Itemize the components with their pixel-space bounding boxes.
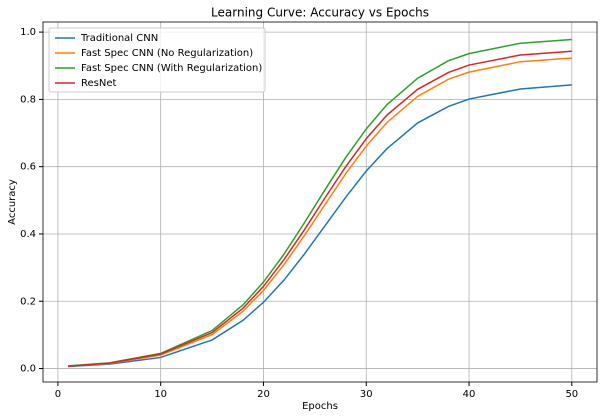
x-tick-label: 50 xyxy=(565,389,578,400)
legend-label: ResNet xyxy=(81,78,116,89)
x-tick-label: 0 xyxy=(55,389,61,400)
legend-label: Fast Spec CNN (No Regularization) xyxy=(81,48,253,59)
y-tick-label: 0.0 xyxy=(20,364,36,375)
legend-label: Traditional CNN xyxy=(80,33,158,44)
legend-box xyxy=(48,27,266,93)
series-line xyxy=(68,38,572,367)
legend-label: Fast Spec CNN (With Regularization) xyxy=(81,63,262,74)
y-tick-label: 0.8 xyxy=(20,94,36,105)
x-axis-label: Epochs xyxy=(302,401,338,412)
x-tick-label: 30 xyxy=(360,389,373,400)
chart-title: Learning Curve: Accuracy vs Epochs xyxy=(211,6,429,20)
y-tick-label: 0.2 xyxy=(20,296,36,307)
x-tick-label: 10 xyxy=(154,389,167,400)
y-axis-label: Accuracy xyxy=(7,179,18,225)
y-tick-label: 0.4 xyxy=(20,229,36,240)
y-tick-label: 1.0 xyxy=(20,27,36,38)
x-tick-label: 20 xyxy=(257,389,270,400)
series-line xyxy=(68,57,572,367)
x-tick-label: 40 xyxy=(463,389,476,400)
series-line xyxy=(68,84,572,368)
plot-frame xyxy=(42,21,598,383)
series-line xyxy=(68,50,572,367)
y-tick-label: 0.6 xyxy=(20,162,36,173)
